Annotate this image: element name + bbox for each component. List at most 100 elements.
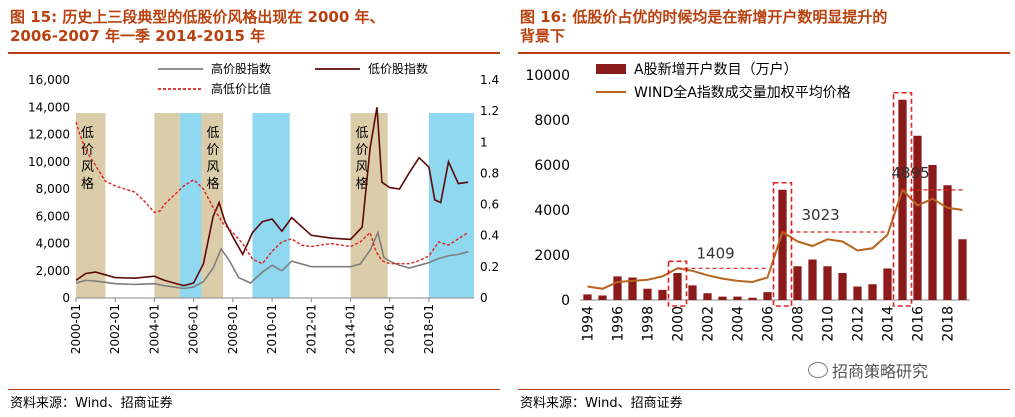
right-x-tick-11: 2016 <box>911 306 927 342</box>
left-y-tick-6: 12,000 <box>28 128 70 142</box>
left-y-tick-4: 8,000 <box>36 182 70 196</box>
shaded-period-label-0-2: 风 <box>81 160 94 175</box>
right-y-tick-3: 0.6 <box>480 198 499 212</box>
annotation-4895: 4895 <box>892 164 930 182</box>
wechat-icon <box>808 362 828 378</box>
right-title-line2: 背景下 <box>520 27 566 45</box>
right-x-tick-1: 1996 <box>611 306 627 342</box>
left-source-note: 资料来源：Wind、招商证券 <box>10 396 173 411</box>
bar-1996 <box>613 276 622 300</box>
bar-2006 <box>763 292 772 300</box>
left-title-line2: 2006-2007 年一季 2014-2015 年 <box>10 27 266 45</box>
bar-2009 <box>808 259 817 300</box>
right-x-tick-0: 1994 <box>581 306 597 342</box>
bar-2005 <box>748 297 757 300</box>
highlight-box-2015 <box>892 91 913 307</box>
right-x-tick-4: 2002 <box>701 306 717 342</box>
bar-2016 <box>913 135 922 300</box>
bar-2018 <box>943 185 952 300</box>
right-legend-label-0: A股新增开户数目（万户） <box>634 61 798 78</box>
shaded-period-label-5-1: 价 <box>355 143 368 158</box>
bar-1997 <box>628 277 637 300</box>
highlight-box-2000 <box>667 260 688 307</box>
shaded-period-label-3-1: 价 <box>206 143 219 158</box>
right-title-rule <box>518 52 1010 54</box>
right-y-tick-5: 10000 <box>525 68 570 84</box>
right-y-tick-1: 0.2 <box>480 260 499 274</box>
left-legend-label-0: 高价股指数 <box>211 61 271 76</box>
left-x-tick-9: 2018-01 <box>422 304 436 354</box>
bar-2017 <box>928 165 937 300</box>
right-x-tick-10: 2014 <box>881 306 897 342</box>
left-x-tick-0: 2000-01 <box>69 304 83 354</box>
shaded-period-label-0-0: 低 <box>81 126 94 141</box>
right-source-note: 资料来源：Wind、招商证券 <box>520 396 683 411</box>
right-y-tick-0: 0 <box>561 293 570 309</box>
shaded-period-5 <box>350 113 388 298</box>
right-title-line1: 图 16: 低股价占优的时候均是在新增开户数明显提升的 <box>520 8 888 26</box>
right-legend-swatch-0 <box>596 64 626 74</box>
bar-2012 <box>853 286 862 300</box>
left-x-tick-7: 2014-01 <box>343 304 357 354</box>
right-chart-title: 图 16: 低股价占优的时候均是在新增开户数明显提升的 背景下 <box>520 8 1010 46</box>
left-x-tick-6: 2012-01 <box>304 304 318 354</box>
left-y-tick-5: 10,000 <box>28 155 70 169</box>
annotation-3023: 3023 <box>802 206 840 224</box>
left-x-tick-4: 2008-01 <box>226 304 240 354</box>
bar-2011 <box>838 273 847 300</box>
left-y-tick-8: 16,000 <box>28 73 70 87</box>
right-y-tick-0: 0 <box>480 291 488 305</box>
bar-2003 <box>718 296 727 300</box>
right-x-tick-5: 2004 <box>731 306 747 342</box>
bar-1999 <box>658 289 667 300</box>
left-x-tick-5: 2010-01 <box>265 304 279 354</box>
shaded-period-label-3-3: 格 <box>206 176 219 192</box>
right-y-tick-1: 2000 <box>534 248 570 264</box>
left-series-line-0 <box>75 230 469 290</box>
right-y-tick-6: 1.2 <box>480 104 499 118</box>
shaded-period-label-0-1: 价 <box>81 143 94 158</box>
left-legend-label-2: 高低价比值 <box>211 81 271 96</box>
bar-1998 <box>643 288 652 300</box>
left-x-tick-1: 2002-01 <box>108 304 122 354</box>
bar-2001 <box>688 285 697 300</box>
right-x-tick-2: 1998 <box>641 306 657 342</box>
bar-2015 <box>898 99 907 300</box>
left-y-tick-1: 2,000 <box>36 264 70 278</box>
shaded-period-4 <box>252 113 290 298</box>
right-y-tick-4: 8000 <box>534 113 570 129</box>
bar-2008 <box>793 266 802 300</box>
bar-2000 <box>673 273 682 300</box>
right-source-rule <box>518 389 1010 390</box>
left-title-line1: 图 15: 历史上三段典型的低股价风格出现在 2000 年、 <box>10 8 385 26</box>
bar-1994 <box>583 294 592 300</box>
right-x-tick-8: 2010 <box>821 306 837 342</box>
left-source-rule <box>8 389 500 390</box>
left-y-tick-2: 4,000 <box>36 237 70 251</box>
left-series-line-1 <box>75 107 469 287</box>
right-x-tick-7: 2008 <box>791 306 807 342</box>
left-legend-label-1: 低价股指数 <box>368 61 428 76</box>
left-x-tick-3: 2006-01 <box>187 304 201 354</box>
left-x-tick-2: 2004-01 <box>147 304 161 354</box>
shaded-period-1 <box>154 113 180 298</box>
right-legend-label-1: WIND全A指数成交量加权平均价格 <box>634 84 851 101</box>
shaded-period-label-5-2: 风 <box>355 160 368 175</box>
right-y-tick-5: 1 <box>480 135 488 149</box>
left-y-tick-3: 6,000 <box>36 209 70 223</box>
shaded-period-0 <box>76 113 106 298</box>
shaded-period-label-3-2: 风 <box>206 160 219 175</box>
right-y-tick-3: 6000 <box>534 158 570 174</box>
bar-2002 <box>703 293 712 300</box>
highlight-box-2007 <box>772 181 793 307</box>
left-title-rule <box>8 52 500 54</box>
right-y-tick-7: 1.4 <box>480 73 499 87</box>
shaded-period-label-3-0: 低 <box>206 126 219 141</box>
shaded-period-label-0-3: 格 <box>81 176 94 192</box>
left-y-tick-0: 0 <box>62 291 70 305</box>
bar-1995 <box>598 295 607 300</box>
bar-2010 <box>823 266 832 300</box>
shaded-period-2 <box>179 113 202 298</box>
shaded-period-label-5-3: 格 <box>355 176 368 192</box>
